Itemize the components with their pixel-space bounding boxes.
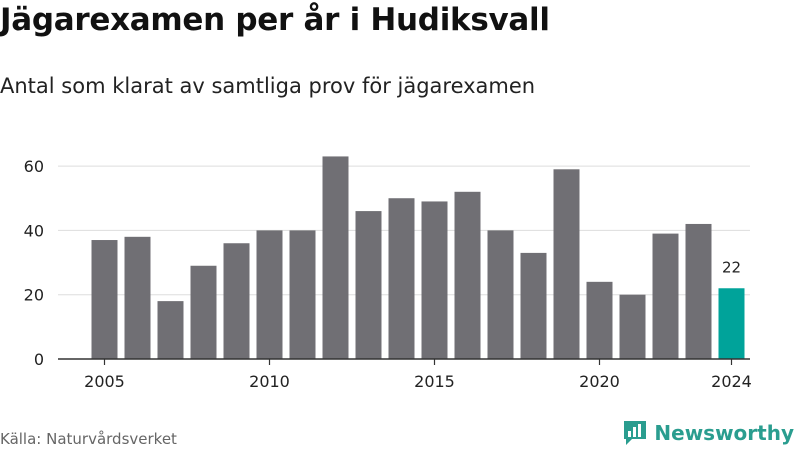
bar-2011 — [289, 230, 316, 359]
y-axis-ticks: 0 20 40 60 — [24, 157, 44, 369]
bar-2006 — [124, 236, 151, 359]
y-tick-label-40: 40 — [24, 221, 44, 240]
bar-2010 — [256, 230, 283, 359]
y-tick-label-60: 60 — [24, 157, 44, 176]
brand-name: Newsworthy — [654, 421, 794, 445]
bar-2019 — [553, 169, 580, 359]
chart-title: Jägarexamen per år i Hudiksvall — [0, 2, 550, 38]
bar-2020 — [586, 281, 613, 359]
x-tick-label-2005: 2005 — [84, 372, 125, 391]
bars — [91, 156, 745, 359]
x-axis-ticks: 2005 2010 2015 2020 2024 — [84, 359, 752, 391]
bar-2012 — [322, 156, 349, 359]
x-tick-label-2015: 2015 — [414, 372, 455, 391]
data-labels: 22 — [722, 258, 741, 276]
bar-chart-icon — [624, 421, 647, 445]
y-tick-label-20: 20 — [24, 286, 44, 305]
x-tick-label-2024: 2024 — [711, 372, 752, 391]
bar-2018 — [520, 252, 547, 359]
chart-subtitle: Antal som klarat av samtliga prov för jä… — [0, 74, 536, 98]
source-note: Källa: Naturvårdsverket — [0, 430, 177, 448]
x-tick-label-2010: 2010 — [249, 372, 290, 391]
bar-2015 — [421, 201, 448, 359]
bar-2017 — [487, 230, 514, 359]
y-tick-label-0: 0 — [34, 350, 44, 369]
bar-2021 — [619, 294, 646, 359]
bar-2007 — [157, 301, 184, 359]
bar-2023 — [685, 223, 712, 359]
bar-2005 — [91, 240, 118, 359]
bar-2016 — [454, 191, 481, 359]
brand-logo: Newsworthy — [622, 419, 794, 447]
bar-2024 — [718, 288, 745, 359]
bar-2022 — [652, 233, 679, 359]
data-label-2024: 22 — [722, 258, 741, 276]
bar-2009 — [223, 243, 250, 359]
x-tick-label-2020: 2020 — [579, 372, 620, 391]
bar-2013 — [355, 211, 382, 359]
bar-2014 — [388, 198, 415, 359]
bar-2008 — [190, 265, 217, 359]
